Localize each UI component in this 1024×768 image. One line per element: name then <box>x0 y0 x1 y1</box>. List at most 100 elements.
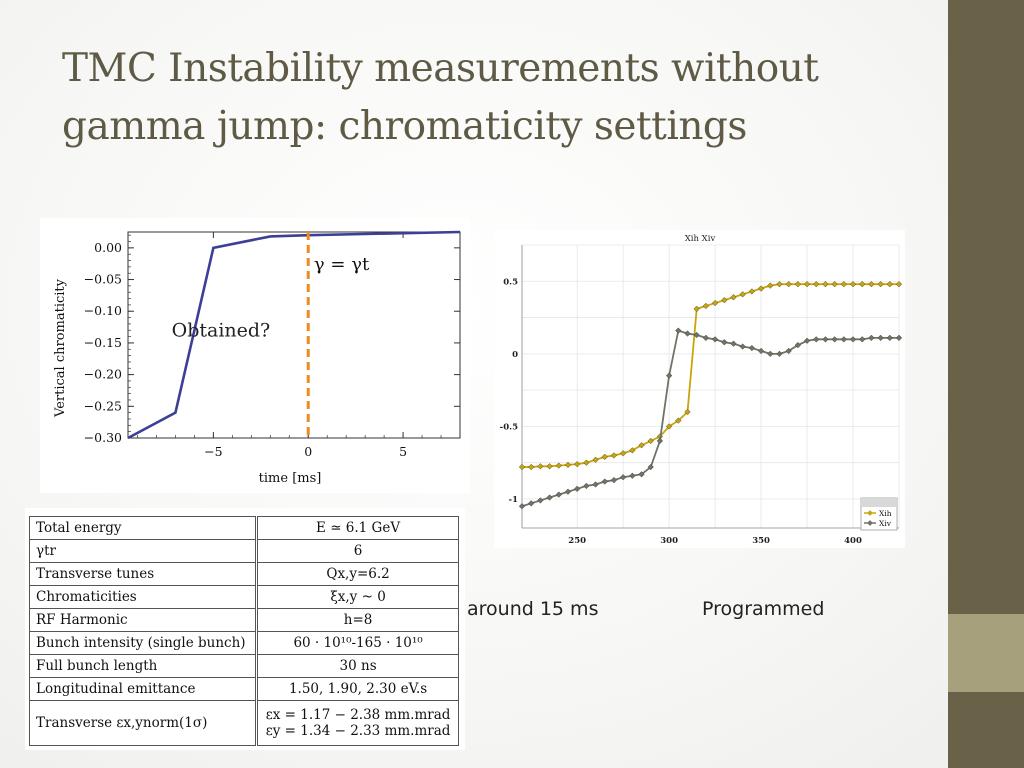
y-tick-label: -0.5 <box>500 422 518 432</box>
data-point <box>555 462 562 469</box>
param-value-line: εx = 1.17 − 2.38 mm.mrad <box>265 707 451 723</box>
data-point <box>675 327 682 334</box>
x-tick-label: 250 <box>568 536 586 546</box>
data-point <box>666 423 673 430</box>
x-tick-label: 0 <box>304 444 312 459</box>
param-value: εx = 1.17 − 2.38 mm.mrad εy = 1.34 − 2.33… <box>255 700 459 746</box>
data-point <box>794 281 801 288</box>
data-point <box>822 281 829 288</box>
data-point <box>684 330 691 337</box>
data-point <box>610 452 618 459</box>
data-point <box>601 478 608 485</box>
x-tick-label: −5 <box>204 444 222 459</box>
table-row: Full bunch length 30 ns <box>28 654 459 678</box>
data-point <box>886 334 893 341</box>
data-point <box>537 497 544 504</box>
data-point <box>813 281 820 288</box>
data-point <box>721 297 728 304</box>
param-label: Chromaticities <box>28 585 258 609</box>
data-point <box>767 282 774 289</box>
data-point <box>528 463 535 471</box>
data-point <box>601 453 608 460</box>
legend: Xih Xiv <box>860 497 898 531</box>
data-point <box>684 408 691 416</box>
data-point <box>794 342 801 349</box>
y-tick-label: −0.10 <box>84 303 122 318</box>
caption-programmed: Programmed <box>702 598 825 620</box>
x-tick-label: 300 <box>660 536 678 546</box>
param-label: γtr <box>28 539 258 563</box>
data-point <box>757 347 765 355</box>
data-point <box>629 472 636 479</box>
caption-around-15ms: around 15 ms <box>467 598 599 620</box>
data-point <box>831 281 838 288</box>
param-label: Longitudinal emittance <box>28 677 258 701</box>
table-row: Bunch intensity (single bunch) 60 · 10¹⁰-… <box>28 631 459 655</box>
x-tick-label: 350 <box>752 536 770 546</box>
parameters-table: Total energy E ≃ 6.1 GeV γtr 6 Transverse … <box>25 508 465 750</box>
data-point <box>748 344 755 352</box>
y-tick-label: −0.15 <box>84 335 122 350</box>
data-point <box>666 372 673 379</box>
data-point <box>610 476 618 484</box>
legend-xih: Xih <box>879 509 892 518</box>
data-point <box>656 437 664 445</box>
data-point <box>675 417 682 424</box>
y-tick-label: 0.00 <box>94 240 122 255</box>
data-point <box>895 334 903 341</box>
data-point <box>574 485 581 492</box>
param-value: 1.50, 1.90, 2.30 eV.s <box>255 677 459 701</box>
data-point <box>877 281 884 288</box>
legend-xiv: Xiv <box>879 519 892 528</box>
data-point <box>868 334 875 341</box>
data-point <box>702 302 710 310</box>
data-point <box>518 503 526 510</box>
data-point <box>629 447 636 454</box>
chromaticity-line <box>127 230 461 440</box>
data-point <box>739 343 746 350</box>
data-point <box>730 340 737 347</box>
table-row: Total energy E ≃ 6.1 GeV <box>28 516 459 540</box>
data-point <box>546 463 553 470</box>
data-point <box>721 339 728 346</box>
param-value: 30 ns <box>255 654 459 678</box>
x-tick-label: 400 <box>844 536 862 546</box>
param-value: 6 <box>255 539 459 563</box>
table-row: Chromaticities ξx,y ~ 0 <box>28 585 459 609</box>
param-value: ξx,y ~ 0 <box>255 585 459 609</box>
param-label: RF Harmonic <box>28 608 258 632</box>
data-point <box>859 336 866 343</box>
data-point <box>592 456 599 463</box>
data-point <box>620 474 627 481</box>
annotation-gamma: γ = γt <box>314 254 370 275</box>
data-point <box>840 281 847 288</box>
data-point <box>803 281 811 288</box>
data-point <box>592 481 599 488</box>
data-point <box>583 459 590 466</box>
param-value: Qx,y=6.2 <box>255 562 459 586</box>
data-point <box>574 461 581 468</box>
param-value: E ≃ 6.1 GeV <box>255 516 459 540</box>
x-axis-label: time [ms] <box>259 471 322 486</box>
table-row: γtr 6 <box>28 539 459 563</box>
y-tick-label: −0.25 <box>84 398 122 413</box>
y-axis-label: Vertical chromaticity <box>53 278 68 418</box>
slide-title: TMC Instability measurements without gam… <box>62 46 819 149</box>
annotation-obtained: Obtained? <box>172 320 271 342</box>
data-point <box>868 281 875 288</box>
param-label: Transverse tunes <box>28 562 258 586</box>
xih-xiv-chart: Xih Xiv 250 300 350 400 0.5 0 -0.5 -1 Xih Xiv <box>494 230 905 548</box>
data-point <box>711 336 719 343</box>
param-label: Bunch intensity (single bunch) <box>28 631 258 655</box>
data-point <box>711 299 719 307</box>
data-point <box>767 350 774 357</box>
data-point <box>859 281 866 288</box>
data-point <box>849 281 857 288</box>
data-point <box>813 336 820 343</box>
data-point <box>693 331 700 339</box>
y-tick-label: −0.30 <box>84 430 122 445</box>
y-tick-label: 0.5 <box>503 277 518 287</box>
sidebar-accent <box>948 614 1024 692</box>
data-point <box>748 288 755 295</box>
y-tick-label: −0.20 <box>84 367 122 382</box>
